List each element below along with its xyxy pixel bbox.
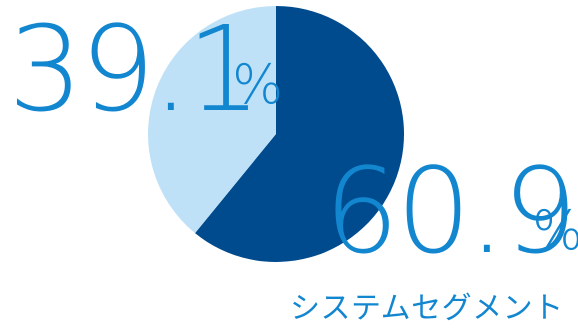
value-label-large-slice: 60.9 (324, 142, 578, 280)
segment-name-label: システムセグメント (290, 291, 564, 326)
value-label-small-slice: 39.1 (8, 0, 262, 138)
percent-sign-large-slice: % (532, 204, 578, 258)
pie-slice-large (195, 6, 405, 262)
pie-slice-small (147, 6, 276, 234)
percent-sign-small-slice: % (232, 53, 284, 116)
